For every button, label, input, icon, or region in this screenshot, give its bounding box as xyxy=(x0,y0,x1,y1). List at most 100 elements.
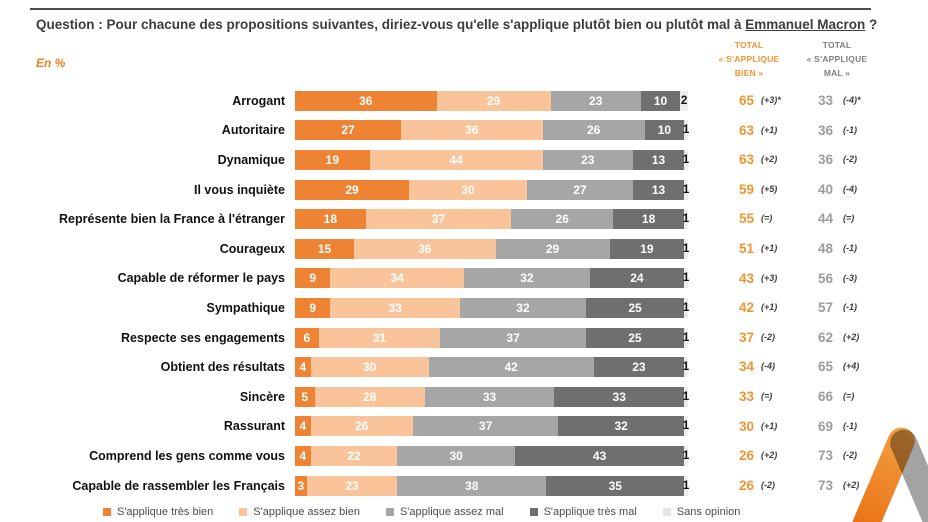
segment-value: 1 xyxy=(682,153,690,166)
bar-segment-s-applique-assez-bien: 29 xyxy=(436,90,551,111)
total-mal-delta: (=) xyxy=(843,213,855,224)
total-bien-value: 34 xyxy=(738,359,754,375)
total-bien-value: 26 xyxy=(738,448,754,464)
bar-segment-s-applique-assez-bien: 34 xyxy=(330,268,464,289)
total-mal-delta: (-2) xyxy=(843,450,857,461)
total-bien-value: 43 xyxy=(738,270,754,286)
stacked-bar: 9 33 32 25 1 xyxy=(295,297,690,318)
total-bien-delta: (-4) xyxy=(761,361,775,372)
segment-value: 42 xyxy=(504,360,518,375)
bar-segment-s-applique-tres-mal: 10 xyxy=(644,120,685,141)
segment-value: 9 xyxy=(309,300,317,315)
bar-segment-s-applique-assez-bien: 31 xyxy=(318,327,441,348)
total-mal-delta: (+2) xyxy=(843,479,860,490)
bar-segment-s-applique-tres-bien: 9 xyxy=(295,297,331,318)
total-bien-delta: (+2) xyxy=(761,154,778,165)
segment-value: 37 xyxy=(506,330,520,345)
stacked-bar: 9 34 32 24 1 xyxy=(295,268,689,289)
segment-value: 1 xyxy=(682,183,690,196)
category-label: Comprend les gens comme vous xyxy=(89,448,285,463)
bar-segment-s-applique-tres-mal: 32 xyxy=(558,416,685,437)
category-label: Sincère xyxy=(239,389,285,404)
total-bien-value: 37 xyxy=(738,329,754,345)
category-label: Rassurant xyxy=(223,419,285,434)
legend-label: S'applique très mal xyxy=(543,506,637,518)
segment-value: 1 xyxy=(682,420,690,433)
stacked-bar: 4 22 30 43 1 xyxy=(295,445,690,466)
bar-segment-s-applique-tres-mal: 18 xyxy=(613,209,684,230)
bar-segment-sans-opinion: 1 xyxy=(683,209,689,230)
total-mal-value: 44 xyxy=(817,211,833,227)
segment-value: 33 xyxy=(482,389,497,404)
total-bien-delta: (+1) xyxy=(761,242,778,253)
legend-label: S'applique assez mal xyxy=(399,506,504,518)
category-label: Capable de réformer le pays xyxy=(117,271,285,286)
stacked-bar: 3 23 38 35 1 xyxy=(295,475,689,496)
bar-segment-s-applique-tres-bien: 6 xyxy=(295,327,319,348)
legend-item: S'applique très mal xyxy=(529,506,637,518)
total-mal-value: 36 xyxy=(817,122,833,138)
table-row: Courageux 15 36 29 19 1 51 (+1) 48 (-1) xyxy=(0,234,928,264)
total-mal-delta: (-1) xyxy=(843,242,857,253)
segment-value: 6 xyxy=(303,330,311,345)
segment-value: 44 xyxy=(449,152,463,167)
table-row: Sympathique 9 33 32 25 1 42 (+1) 57 (-1) xyxy=(0,293,928,323)
total-mal-delta: (=) xyxy=(843,390,855,401)
total-bien-delta: (+1) xyxy=(761,420,778,431)
total-mal-value: 33 xyxy=(817,93,833,108)
bar-segment-s-applique-tres-bien: 4 xyxy=(295,445,311,466)
category-label: Représente bien la France à l'étranger xyxy=(59,212,285,227)
table-row: Sincère 5 28 33 33 1 33 (=) 66 (=) xyxy=(0,382,928,412)
segment-value: 26 xyxy=(587,123,601,138)
category-label: Il vous inquiète xyxy=(194,182,285,197)
bar-segment-s-applique-assez-bien: 30 xyxy=(409,179,527,200)
bar-segment-s-applique-assez-bien: 22 xyxy=(310,445,398,466)
bar-segment-s-applique-tres-mal: 24 xyxy=(589,268,685,289)
segment-value: 33 xyxy=(612,389,626,404)
legend-item: Sans opinion xyxy=(662,506,740,518)
legend-item: S'applique très bien xyxy=(103,506,213,518)
total-bien-value: 26 xyxy=(738,477,754,493)
chart-rows: Arrogant 36 29 23 10 2 65 (+3)* 33 (-4)* Autoritai… xyxy=(0,86,928,500)
bar-segment-s-applique-assez-mal: 29 xyxy=(495,238,610,259)
bar-segment-sans-opinion: 1 xyxy=(682,445,690,466)
segment-value: 29 xyxy=(545,241,560,256)
table-row: Comprend les gens comme vous 4 22 30 43 1 26 (+… xyxy=(0,441,928,471)
total-bien-delta: (+1) xyxy=(761,124,778,135)
segment-value: 1 xyxy=(682,124,690,137)
segment-value: 34 xyxy=(390,271,404,286)
bar-segment-s-applique-tres-mal: 13 xyxy=(632,149,685,170)
segment-value: 3 xyxy=(297,478,305,493)
segment-value: 32 xyxy=(614,419,628,434)
segment-value: 1 xyxy=(682,301,690,314)
bar-segment-sans-opinion: 1 xyxy=(682,120,690,141)
total-mal-delta: (-4) xyxy=(843,183,857,194)
question-text: Question : Pour chacune des propositions… xyxy=(36,15,878,36)
segment-value: 23 xyxy=(345,478,359,493)
bar-segment-s-applique-assez-mal: 38 xyxy=(397,475,547,496)
total-bien-delta: (+1) xyxy=(761,302,778,313)
segment-value: 36 xyxy=(465,123,479,138)
segment-value: 27 xyxy=(341,123,355,138)
segment-value: 43 xyxy=(592,448,607,463)
legend-item: S'applique assez mal xyxy=(385,506,504,518)
bar-segment-s-applique-tres-bien: 29 xyxy=(295,179,409,200)
segment-value: 36 xyxy=(418,241,432,256)
total-mal-value: 57 xyxy=(817,300,833,316)
segment-value: 30 xyxy=(449,448,463,463)
total-mal-value: 56 xyxy=(817,270,833,286)
stacked-bar: 4 26 37 32 1 xyxy=(295,416,690,437)
segment-value: 31 xyxy=(372,330,387,345)
legend-color-swatch-icon xyxy=(239,508,248,516)
bar-segment-s-applique-assez-mal: 33 xyxy=(424,386,555,407)
segment-value: 1 xyxy=(682,449,690,462)
segment-value: 28 xyxy=(363,389,377,404)
bar-segment-s-applique-assez-mal: 26 xyxy=(542,120,645,141)
bar-segment-s-applique-tres-mal: 33 xyxy=(554,386,685,407)
total-bien-value: 63 xyxy=(738,122,754,138)
bar-segment-sans-opinion: 1 xyxy=(683,327,689,348)
unit-label: En % xyxy=(36,56,66,70)
legend-color-swatch-icon xyxy=(385,508,394,516)
table-row: Capable de rassembler les Français 3 23 38 3… xyxy=(0,471,928,501)
